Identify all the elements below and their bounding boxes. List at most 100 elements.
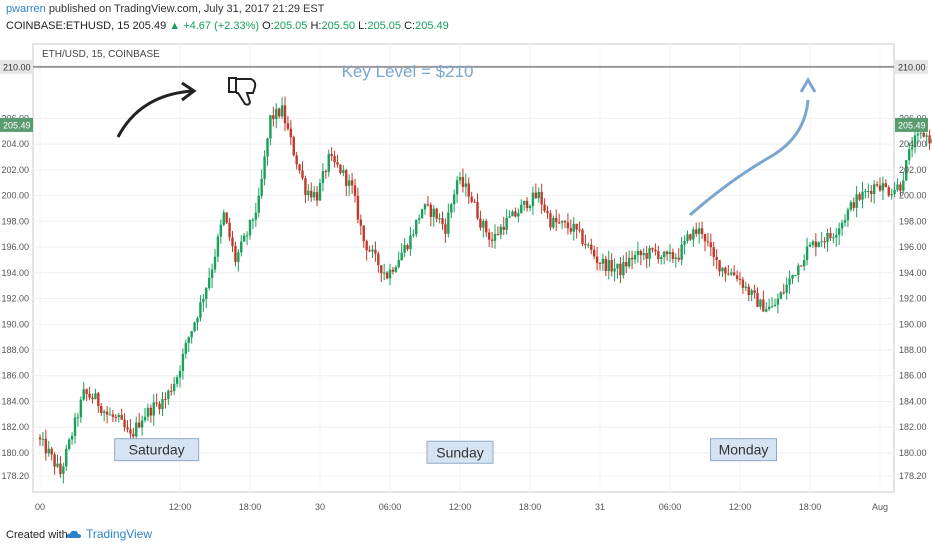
x-tick-label: 06:00 [659,502,682,512]
candle-body [374,249,377,254]
candle-body [479,218,482,228]
candle-body [872,184,876,195]
candle-body [805,246,809,261]
candle-body [528,205,532,209]
x-grid [39,44,881,492]
low-label: L: [358,20,368,32]
author-link[interactable]: pwarren [6,3,46,15]
candle-body [105,411,109,415]
y-tick-label-left: 186.00 [1,371,29,381]
y-tick-label-right: 182.00 [899,422,927,432]
candle-body [677,257,680,260]
candle-body [502,226,505,230]
candle-body [514,211,517,217]
candle-body [773,304,777,307]
candle-body [426,204,430,206]
chart-title: ETH/USD, 15, COINBASE [42,49,160,60]
candle-body [622,262,625,276]
candle-body [450,204,453,213]
candle-body [639,250,643,256]
candle-body [680,244,683,260]
candle-body [852,202,855,208]
candlestick-chart[interactable]: ETH/USD, 15, COINBASE 178.20 180.00 182.00… [0,40,932,520]
candle-body [520,204,523,214]
candle-body [447,212,450,234]
candle-body [65,448,68,467]
day-label-box [426,440,494,464]
candle-body [654,249,657,252]
candle-body [409,235,412,250]
symbol-label: COINBASE:ETHUSD, 15 [6,20,130,32]
y-tick-label-left: 182.00 [1,422,29,432]
published-text: published on TradingView.com, July 31, 2… [48,3,325,15]
candle-body [91,397,94,400]
candle-body [522,200,526,205]
candle-body [922,132,925,137]
y-tick-label-right: 184.00 [899,396,927,406]
candle-body [382,272,386,274]
candle-body [884,183,888,188]
candle-body [76,417,80,419]
candle-body [887,187,890,196]
candle-body [345,170,348,186]
candle-body [555,217,558,223]
x-tick-label: 30 [315,502,325,512]
candle-body [79,399,83,418]
candle-body [584,243,587,246]
candle-body [315,192,319,201]
candle-body [152,402,155,416]
candle-body [371,249,374,252]
candle-body [307,190,310,196]
x-tick-label: 12:00 [449,502,472,512]
candle-body [53,454,56,467]
candle-body [907,149,911,161]
candle-body [692,229,695,240]
candle-body [683,240,686,245]
candle-body [858,194,861,200]
candle-body [190,331,193,338]
candle-body [146,407,150,417]
candle-body [280,105,284,117]
candle-body [158,403,161,410]
candle-body [490,239,494,241]
low-value: 205.05 [367,20,402,32]
candle-body [499,226,503,235]
candle-body [738,278,742,280]
candle-body [327,154,330,172]
candle-body [56,463,59,467]
candle-body [429,204,433,217]
candle-body [385,272,389,279]
candle-body [73,417,77,437]
candle-body [205,288,208,299]
candle-body [312,192,316,198]
candle-body [455,180,459,195]
candle-body [120,414,123,420]
y-tick-label-right: 188.00 [899,345,927,355]
y-tick-label-right: 202.00 [899,165,927,175]
candle-body [540,191,543,205]
candle-body [598,263,602,265]
y-tick-label-left: 178.20 [1,471,29,481]
candle-body [534,192,538,199]
ohlc-line: COINBASE:ETHUSD, 15 205.49 ▲ +4.67 (+2.3… [6,20,449,32]
candle-body [295,155,298,165]
key-level-tag-left-bg [0,59,33,74]
candle-body [257,195,260,213]
candle-body [855,194,858,208]
y-tick-label-right: 178.20 [899,471,927,481]
chart-frame[interactable]: ETH/USD, 15, COINBASE 178.20 180.00 182.00… [0,40,932,520]
candle-body [310,190,313,198]
x-tick-label: 00 [35,502,45,512]
candle-body [102,411,106,413]
candle-body [286,123,290,129]
candle-body [587,244,590,246]
candle-body [840,222,844,229]
tradingview-logo[interactable]: TradingView [66,527,152,541]
x-tick-label: 06:00 [379,502,402,512]
key-level-annotation: Key Level = $210 [342,62,474,81]
candle-body [613,268,616,272]
x-tick-label: 31 [595,502,605,512]
candle-body [552,217,555,228]
footer: Created with TradingView [0,520,932,550]
candle-body [712,247,715,257]
